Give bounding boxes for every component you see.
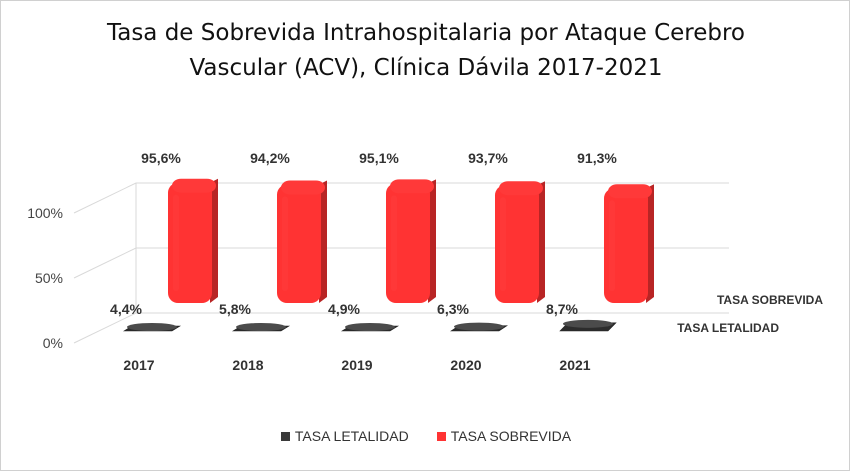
chart-plot: 0% 50% 100% 2017 2018 2019 2020 2021 4,4% 5,8% 4,9… <box>27 150 823 373</box>
bar-sobrevida <box>168 178 218 303</box>
bar-sobrevida <box>604 184 654 303</box>
bar-letalidad <box>450 322 508 332</box>
data-label-letalidad: 8,7% <box>546 301 578 317</box>
data-label-letalidad: 4,9% <box>328 301 360 317</box>
legend-swatch-letalidad <box>280 431 290 441</box>
legend-label-letalidad: TASA LETALIDAD <box>294 428 409 444</box>
data-label-sobrevida: 93,7% <box>468 150 508 166</box>
category-label: 2017 <box>123 357 154 373</box>
bar-letalidad <box>340 323 400 332</box>
category-label: 2020 <box>450 357 481 373</box>
bar-sobrevida <box>277 180 327 303</box>
data-label-letalidad: 5,8% <box>219 301 251 317</box>
legend-item-letalidad: TASA LETALIDAD <box>280 428 409 444</box>
data-label-letalidad: 4,4% <box>110 301 142 317</box>
legend-item-sobrevida: TASA SOBREVIDA <box>436 428 572 444</box>
data-label-sobrevida: 94,2% <box>250 150 290 166</box>
data-label-sobrevida: 95,6% <box>141 150 181 166</box>
data-label-sobrevida: 95,1% <box>359 150 399 166</box>
depth-label-sobrevida: TASA SOBREVIDA <box>717 293 823 307</box>
legend-label-sobrevida: TASA SOBREVIDA <box>450 428 572 444</box>
category-label: 2019 <box>341 357 372 373</box>
bar-letalidad <box>231 323 291 332</box>
chart-title-line-1: Tasa de Sobrevida Intrahospitalaria por … <box>106 20 745 46</box>
depth-label-letalidad: TASA LETALIDAD <box>677 321 779 335</box>
chart-legend: TASA LETALIDAD TASA SOBREVIDA <box>1 428 850 444</box>
y-tick-label: 50% <box>35 270 63 286</box>
data-label-letalidad: 6,3% <box>437 301 469 317</box>
bar-sobrevida <box>495 181 545 303</box>
category-label: 2021 <box>559 357 590 373</box>
legend-swatch-sobrevida <box>436 431 446 441</box>
y-tick-label: 0% <box>43 335 63 351</box>
chart-title-line-2: Vascular (ACV), Clínica Dávila 2017-2021 <box>189 55 663 81</box>
y-tick-label: 100% <box>27 205 63 221</box>
bar-letalidad <box>122 323 182 332</box>
bar-letalidad <box>559 319 617 332</box>
category-label: 2018 <box>232 357 263 373</box>
bar-sobrevida <box>386 179 436 303</box>
data-label-sobrevida: 91,3% <box>577 150 617 166</box>
